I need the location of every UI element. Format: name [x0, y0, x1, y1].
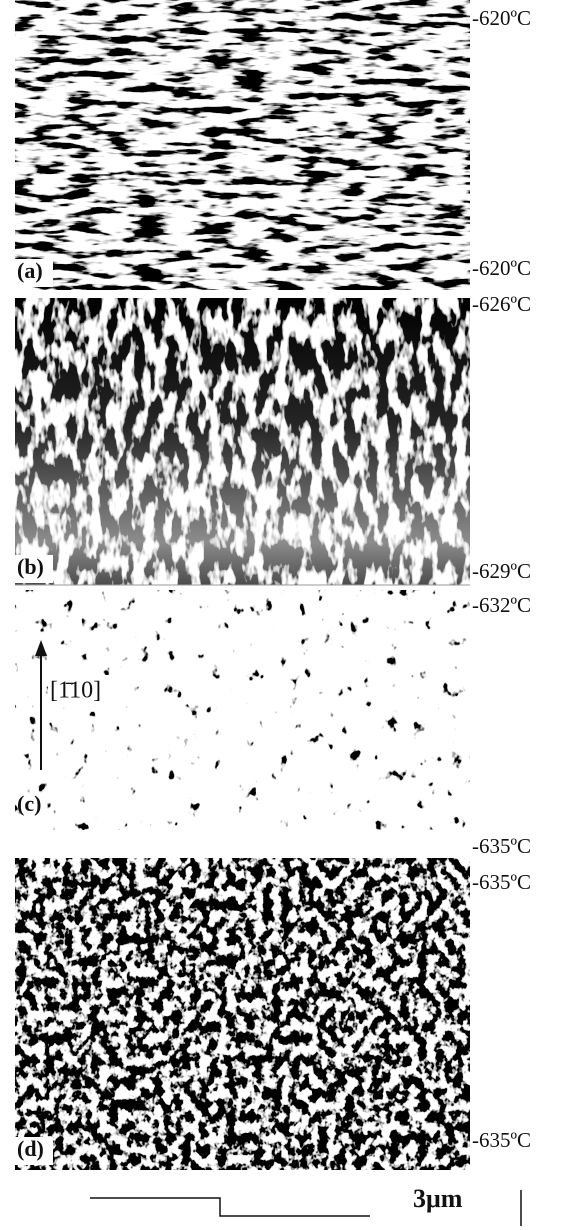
- scale-label: 3μm: [413, 1184, 463, 1213]
- panel-label: (c): [17, 791, 41, 816]
- direction-label: [1̄10]: [50, 678, 101, 704]
- micrograph-d: [15, 858, 470, 1170]
- temperature-label: -635ºC: [472, 1128, 531, 1152]
- temperature-label: -626ºC: [472, 292, 531, 316]
- temperature-label: -620ºC: [472, 6, 531, 30]
- label-box: [15, 1137, 53, 1165]
- arrowhead: [35, 640, 47, 656]
- label-box: [48, 675, 126, 707]
- temperature-label: -635ºC: [472, 834, 531, 858]
- temperature-label: -620ºC: [472, 256, 531, 280]
- micrograph-fade: [15, 298, 470, 585]
- panel-label: (a): [17, 258, 43, 283]
- scale-bar: [90, 1197, 370, 1217]
- temperature-label: -635ºC: [472, 870, 531, 894]
- panel-label: (d): [17, 1136, 44, 1161]
- temperature-label: -632ºC: [472, 593, 531, 617]
- label-box: [15, 555, 53, 583]
- temperature-label: -629ºC: [472, 559, 531, 583]
- micrograph-c: [15, 590, 470, 830]
- label-box: [15, 259, 53, 287]
- micrograph-a: [15, 0, 470, 290]
- panel-label: (b): [17, 554, 44, 579]
